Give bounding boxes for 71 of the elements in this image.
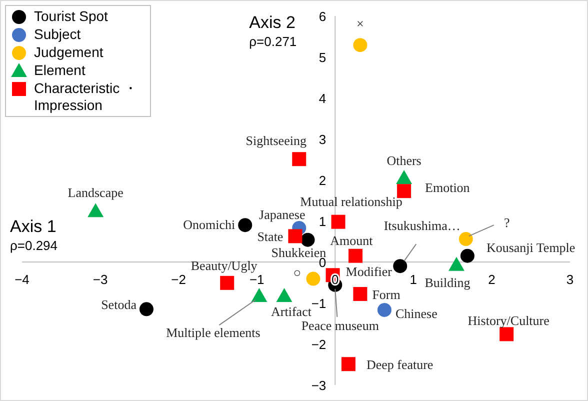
annotation: ?	[504, 215, 510, 230]
point	[300, 232, 315, 247]
point	[331, 214, 346, 229]
annotation: Form	[372, 286, 400, 302]
annotation: Peace museum	[301, 318, 379, 333]
legend-label: Tourist Spot	[34, 8, 108, 25]
point	[396, 170, 412, 184]
legend-label: Element	[34, 62, 86, 79]
point	[251, 288, 268, 302]
annotation: Chinese	[395, 306, 438, 321]
point	[393, 259, 408, 274]
point	[458, 232, 473, 246]
annotation: Sightseeing	[246, 133, 307, 148]
y-tick-label: 4	[318, 91, 326, 106]
annotation: Emotion	[425, 180, 470, 196]
annotation: Others	[386, 152, 422, 168]
annotation: Setoda	[101, 297, 137, 312]
annotation: Onomichi	[183, 217, 236, 232]
point	[500, 327, 514, 342]
x-tick-label: 2	[488, 272, 496, 287]
x-tick-label: 3	[566, 272, 574, 287]
annotation: History/Culture	[468, 313, 550, 328]
annotation: State	[257, 229, 284, 244]
point	[460, 248, 474, 263]
point	[341, 357, 356, 372]
point	[220, 276, 234, 290]
point	[353, 38, 368, 52]
annotation: Artifact	[271, 304, 312, 320]
annotation: Itsukushima…	[384, 218, 460, 234]
point	[139, 302, 154, 316]
y-tick-label: −2	[311, 337, 326, 352]
legend-label: Characteristic ・ Impression	[34, 80, 138, 114]
y-tick-label: 6	[318, 9, 326, 24]
annotation: Japanese	[259, 206, 306, 222]
x-axis-title: Axis 1 ρ=0.294	[10, 217, 58, 255]
point	[353, 286, 368, 301]
annotation: Beauty/Ugly	[190, 258, 258, 273]
point	[288, 229, 302, 244]
legend-label: Judgement	[34, 44, 104, 61]
annotation: Building	[424, 274, 471, 290]
point	[348, 248, 362, 263]
point	[377, 302, 392, 317]
y-tick-label: 3	[318, 132, 326, 147]
point	[306, 272, 320, 286]
annotation: Multiple elements	[166, 325, 260, 340]
x-tick-label: −3	[92, 272, 108, 287]
point	[88, 203, 104, 218]
annotation: ×	[356, 16, 364, 32]
point	[292, 152, 306, 166]
point	[276, 288, 292, 302]
y-axis-title: Axis 2 ρ=0.271	[249, 13, 297, 51]
x-tick-label: −2	[171, 272, 186, 287]
annotation: Kousanji Temple	[486, 240, 576, 255]
annotation: Landscape	[68, 185, 124, 200]
x-tick-label: −4	[14, 272, 30, 287]
annotation: ○	[293, 264, 302, 280]
annotation: Modifier	[346, 264, 393, 280]
x-tick-label: 1	[410, 272, 418, 287]
annotation: Deep feature	[366, 357, 434, 372]
y-tick-label: −3	[311, 378, 326, 393]
y-tick-label: 2	[318, 173, 326, 188]
annotation: Amount	[330, 232, 374, 248]
legend-label: Subject	[34, 26, 81, 43]
x-tick-label: −1	[249, 272, 264, 287]
y-tick-label: 5	[318, 50, 326, 65]
y-tick-label: 1	[318, 214, 326, 229]
annotation: Mutual relationship	[300, 194, 402, 209]
point	[397, 184, 412, 198]
point	[448, 256, 464, 271]
y-tick-label: −1	[311, 296, 326, 311]
point	[238, 218, 252, 232]
